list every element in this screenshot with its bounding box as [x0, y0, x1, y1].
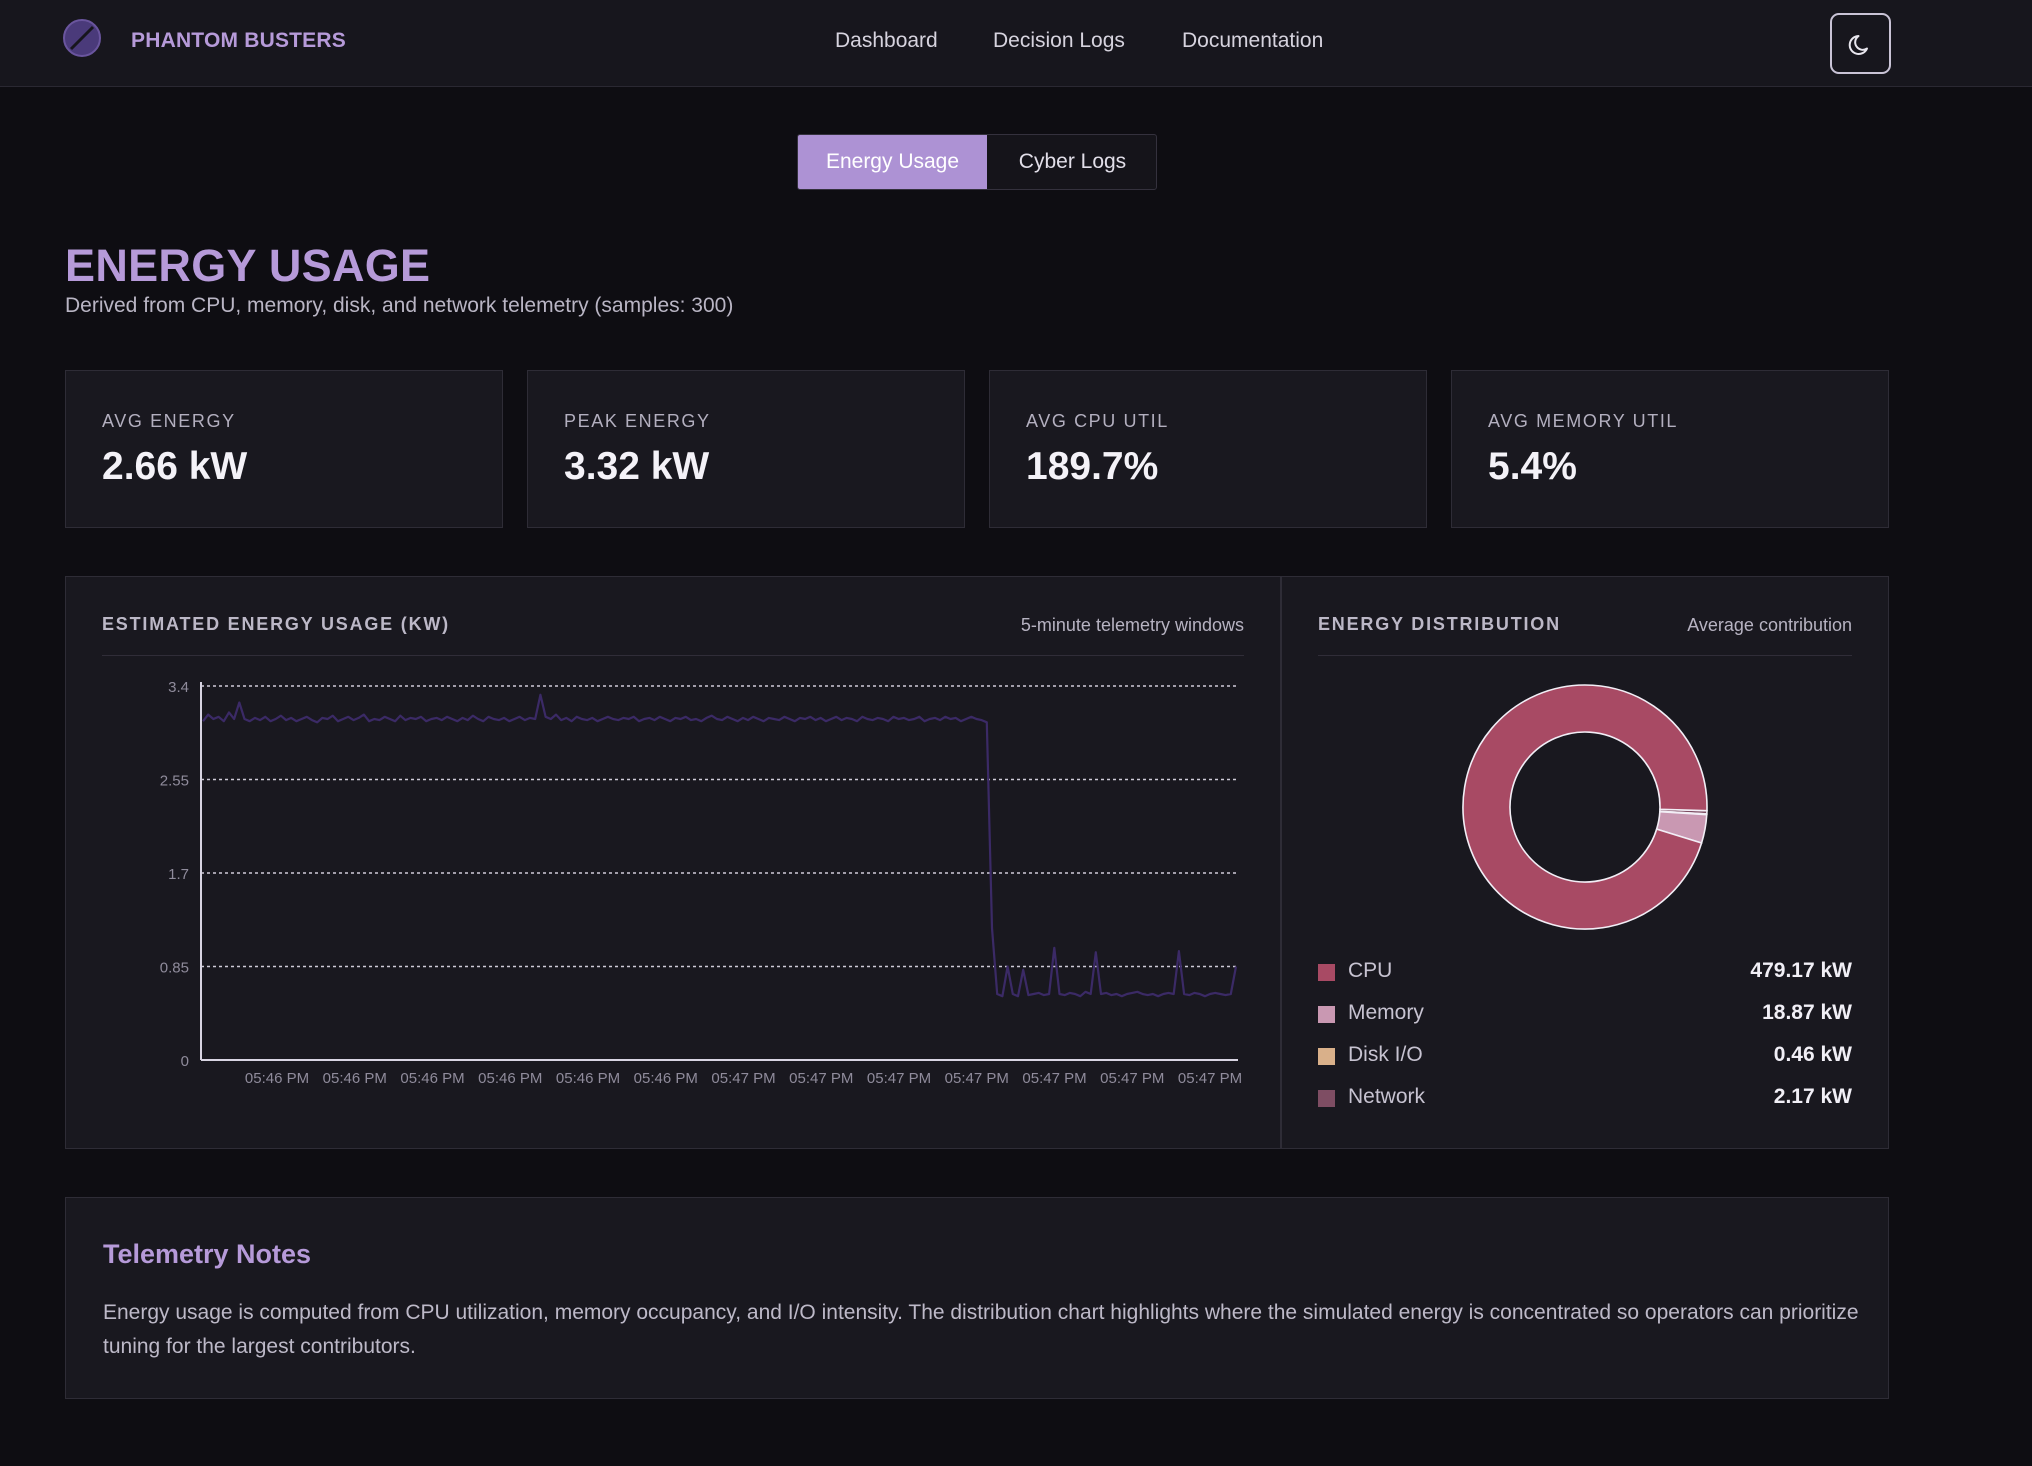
nav-decision-logs[interactable]: Decision Logs: [993, 29, 1125, 52]
energy-usage-chart-panel: ESTIMATED ENERGY USAGE (KW) 5-minute tel…: [65, 576, 1281, 1149]
notes-body: Energy usage is computed from CPU utiliz…: [103, 1301, 1859, 1358]
legend-label: Disk I/O: [1348, 1043, 1423, 1066]
x-tick-label: 05:47 PM: [711, 1070, 775, 1087]
divider: [102, 655, 1244, 656]
legend-item-cpu: CPU 479.17 kW: [1318, 957, 1852, 987]
chart-title: ENERGY DISTRIBUTION: [1318, 614, 1561, 634]
chart-note: 5-minute telemetry windows: [1020, 615, 1244, 635]
x-tick-label: 05:46 PM: [556, 1070, 620, 1087]
brand-name[interactable]: PHANTOM BUSTERS: [131, 29, 346, 52]
legend-item-network: Network 2.17 kW: [1318, 1083, 1852, 1113]
x-tick-label: 05:47 PM: [945, 1070, 1009, 1087]
stat-card-avg-cpu-util: AVG CPU UTIL 189.7%: [989, 370, 1427, 528]
view-tabs: Energy Usage Cyber Logs: [797, 134, 1157, 190]
chart-title: ESTIMATED ENERGY USAGE (KW): [102, 614, 450, 634]
legend-value: 2.17 kW: [1773, 1085, 1852, 1108]
stat-value: 2.66 kW: [102, 445, 248, 488]
page-subtitle: Derived from CPU, memory, disk, and netw…: [65, 294, 734, 317]
stat-value: 189.7%: [1026, 445, 1159, 488]
x-tick-label: 05:47 PM: [1100, 1070, 1164, 1087]
stat-label: AVG CPU UTIL: [1026, 411, 1169, 431]
y-tick-label: 2.55: [160, 773, 189, 790]
x-tick-label: 05:46 PM: [478, 1070, 542, 1087]
energy-line-chart: 0 0.85 1.7 2.55 3.4 05:46 PM 05:46 PM 05:46 PM…: [160, 679, 1242, 1087]
donut-slice-cpu: [1462, 684, 1708, 930]
x-tick-label: 05:47 PM: [789, 1070, 853, 1087]
legend-swatch: [1318, 1090, 1335, 1107]
energy-series-line: [202, 693, 1238, 998]
stat-card-peak-energy: PEAK ENERGY 3.32 kW: [527, 370, 965, 528]
x-tick-label: 05:47 PM: [1022, 1070, 1086, 1087]
logo-icon[interactable]: [61, 17, 103, 59]
legend-value: 0.46 kW: [1773, 1043, 1852, 1066]
page-title: ENERGY USAGE: [65, 240, 431, 291]
stat-label: AVG MEMORY UTIL: [1488, 411, 1679, 431]
stat-label: AVG ENERGY: [102, 411, 236, 431]
stat-card-avg-energy: AVG ENERGY 2.66 kW: [65, 370, 503, 528]
energy-distribution-panel: ENERGY DISTRIBUTION Average contribution…: [1281, 576, 1889, 1149]
legend-item-disk-io: Disk I/O 0.46 kW: [1318, 1041, 1852, 1071]
x-tick-label: 05:46 PM: [323, 1070, 387, 1087]
x-tick-label: 05:46 PM: [634, 1070, 698, 1087]
telemetry-notes-card: Telemetry Notes Energy usage is computed…: [65, 1197, 1889, 1399]
top-nav-bar: PHANTOM BUSTERS Dashboard Decision Logs …: [0, 0, 2032, 87]
energy-donut-chart: [1462, 684, 1708, 930]
moon-icon: [1848, 34, 1868, 55]
legend-label: CPU: [1348, 959, 1393, 982]
legend-swatch: [1318, 1006, 1335, 1023]
y-tick-label: 0.85: [160, 960, 189, 977]
nav-dashboard[interactable]: Dashboard: [835, 29, 938, 52]
legend-label: Memory: [1348, 1001, 1424, 1024]
x-tick-label: 05:47 PM: [1178, 1070, 1242, 1087]
nav-documentation[interactable]: Documentation: [1182, 29, 1324, 52]
divider: [1318, 655, 1852, 656]
stat-value: 5.4%: [1488, 445, 1577, 488]
notes-title: Telemetry Notes: [103, 1239, 312, 1269]
chart-note: Average contribution: [1687, 615, 1852, 635]
y-tick-label: 3.4: [168, 679, 189, 696]
legend-value: 18.87 kW: [1762, 1001, 1852, 1024]
legend-label: Network: [1348, 1085, 1426, 1108]
x-tick-label: 05:46 PM: [245, 1070, 309, 1087]
theme-toggle-button[interactable]: [1830, 13, 1891, 74]
stat-label: PEAK ENERGY: [564, 411, 711, 431]
legend-swatch: [1318, 1048, 1335, 1065]
legend-value: 479.17 kW: [1750, 959, 1852, 982]
legend-item-memory: Memory 18.87 kW: [1318, 999, 1852, 1029]
legend-swatch: [1318, 964, 1335, 981]
x-tick-label: 05:46 PM: [400, 1070, 464, 1087]
tab-cyber-logs[interactable]: Cyber Logs: [1018, 150, 1127, 173]
y-tick-label: 1.7: [168, 866, 189, 883]
y-tick-label: 0: [181, 1053, 189, 1070]
x-tick-label: 05:47 PM: [867, 1070, 931, 1087]
tab-energy-usage[interactable]: Energy Usage: [798, 135, 987, 189]
stat-card-avg-memory-util: AVG MEMORY UTIL 5.4%: [1451, 370, 1889, 528]
stat-value: 3.32 kW: [564, 445, 710, 488]
